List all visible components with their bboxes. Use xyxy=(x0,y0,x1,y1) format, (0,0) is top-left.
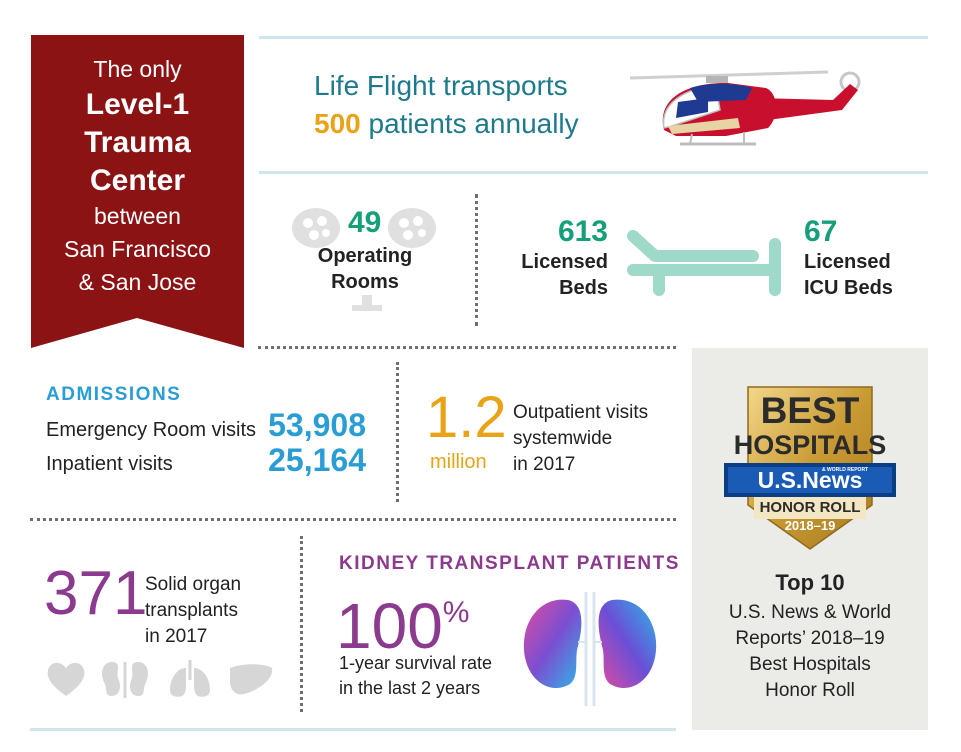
best-hospitals-title: Top 10 xyxy=(775,570,845,595)
surgical-light-icon xyxy=(292,208,436,311)
divider-life-flight xyxy=(259,171,928,174)
operating-rooms-label-2: Rooms xyxy=(331,271,399,293)
best-hospitals-line-3: Best Hospitals xyxy=(749,654,871,675)
licensed-beds-count: 613 xyxy=(557,215,608,248)
inpatient-visits-value: 25,164 xyxy=(268,442,366,478)
heart-icon xyxy=(47,662,85,696)
kidney-survival-value: 100% xyxy=(336,580,469,659)
lungs-icon xyxy=(170,660,210,697)
kidney-heading: KIDNEY TRANSPLANT PATIENTS xyxy=(339,553,680,574)
kidney-survival-unit: % xyxy=(442,596,470,629)
icu-beds-label-1: Licensed xyxy=(804,251,891,273)
kidney-icon xyxy=(102,662,148,698)
admissions-heading: ADMISSIONS xyxy=(46,384,182,405)
life-flight-line-1: Life Flight transports xyxy=(314,70,568,101)
licensed-beds-label: Licensed Beds xyxy=(500,249,608,301)
best-hospitals-line-1: U.S. News & World xyxy=(728,602,892,623)
banner-shape xyxy=(31,35,244,348)
best-hospitals-line-4: Honor Roll xyxy=(765,680,855,701)
operating-rooms-label-1: Operating xyxy=(317,245,413,267)
helicopter-icon xyxy=(629,70,861,146)
trauma-center-banner: The only Level-1 Trauma Center between S… xyxy=(31,35,244,348)
kidneys-icon xyxy=(523,592,657,706)
operating-rooms-label: Operating Rooms xyxy=(290,243,440,295)
icu-beds-label: Licensed ICU Beds xyxy=(804,249,893,301)
banner-line-7: & San Jose xyxy=(78,269,197,295)
outpatient-label-2: systemwide xyxy=(513,428,613,449)
life-flight-suffix: patients annually xyxy=(368,108,579,139)
hospital-bed-icon xyxy=(627,230,781,296)
liver-icon xyxy=(230,664,273,695)
er-visits-value: 53,908 xyxy=(268,407,366,443)
outpatient-label-1: Outpatient visits xyxy=(513,402,649,423)
kidney-survival-number: 100 xyxy=(336,590,443,662)
divider-top xyxy=(259,36,928,39)
divider-organ xyxy=(300,536,303,712)
divider-stats-top xyxy=(258,346,676,349)
divider-or-beds xyxy=(475,194,478,326)
badge-hospitals: HOSPITALS xyxy=(733,430,887,460)
badge-brand: U.S.News xyxy=(757,467,863,493)
badge-honor-roll: HONOR ROLL xyxy=(759,499,861,516)
kidney-survival-label: 1-year survival rate in the last 2 years xyxy=(339,651,492,701)
life-flight-text: Life Flight transports 500 patients annu… xyxy=(314,67,634,143)
outpatient-label: Outpatient visits systemwide in 2017 xyxy=(513,400,648,478)
organ-transplants-label-2: transplants xyxy=(145,600,238,621)
kidney-survival-label-1: 1-year survival rate xyxy=(339,653,493,673)
banner-line-6: San Francisco xyxy=(63,236,211,262)
icu-beds-label-2: ICU Beds xyxy=(804,277,893,299)
er-visits-label: Emergency Room visits xyxy=(46,419,257,441)
life-flight-count: 500 xyxy=(314,108,361,139)
banner-line-4: Center xyxy=(89,164,186,197)
icu-beds-count: 67 xyxy=(804,215,838,248)
banner-line-1: The only xyxy=(93,56,182,82)
operating-rooms-count: 49 xyxy=(348,206,382,239)
badge-best: BEST xyxy=(760,390,860,431)
licensed-beds-label-2: Beds xyxy=(559,277,608,299)
best-hospitals-line-2: Reports’ 2018–19 xyxy=(735,628,885,649)
best-hospitals-badge xyxy=(724,386,896,550)
licensed-beds-label-1: Licensed xyxy=(521,251,608,273)
organ-transplants-label-1: Solid organ xyxy=(145,574,242,595)
badge-brand-small: & WORLD REPORT xyxy=(822,467,869,473)
banner-line-2: Level-1 xyxy=(85,88,190,121)
banner-line-5: between xyxy=(94,203,181,229)
organ-transplants-label-3: in 2017 xyxy=(145,626,208,647)
kidney-survival-label-2: in the last 2 years xyxy=(339,678,481,698)
banner-line-3: Trauma xyxy=(84,126,191,159)
organ-transplants-label: Solid organ transplants in 2017 xyxy=(145,572,241,650)
divider-admissions xyxy=(396,362,399,502)
outpatient-label-3: in 2017 xyxy=(513,454,576,475)
organ-icons xyxy=(47,660,273,698)
outpatient-value: 1.2 xyxy=(426,385,507,450)
life-flight-line-2: 500 patients annually xyxy=(314,105,634,143)
divider-bottom xyxy=(30,728,676,731)
inpatient-visits-label: Inpatient visits xyxy=(46,453,173,475)
best-hospitals-description: U.S. News & World Reports’ 2018–19 Best … xyxy=(692,600,928,704)
organ-transplants-value: 371 xyxy=(44,559,148,628)
divider-stats-middle xyxy=(30,518,676,521)
badge-year: 2018–19 xyxy=(784,518,836,533)
outpatient-unit: million xyxy=(430,451,487,473)
